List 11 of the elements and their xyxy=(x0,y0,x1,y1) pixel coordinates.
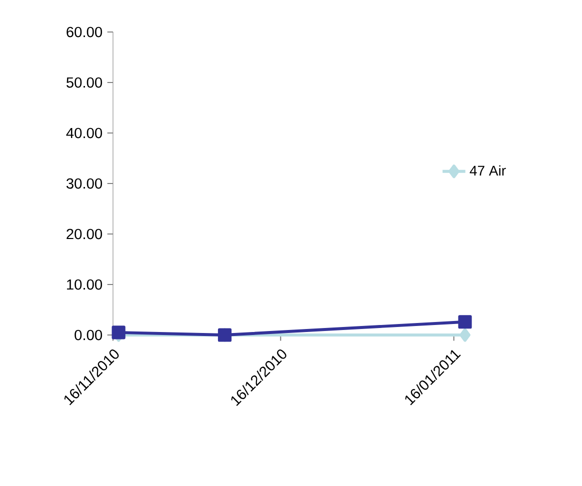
y-tick-label: 20.00 xyxy=(66,228,102,240)
y-tick-label: 60.00 xyxy=(66,26,102,38)
y-tick-label: 0.00 xyxy=(74,330,102,340)
y-tick-label: 50.00 xyxy=(66,77,102,88)
y-tick-label: 10.00 xyxy=(67,279,102,290)
legend-label: 47 Air xyxy=(470,165,506,176)
y-tick-label: 40.00 xyxy=(66,128,102,138)
y-tick-label: 30.00 xyxy=(66,178,102,189)
point xyxy=(458,315,472,329)
point xyxy=(112,326,126,340)
point xyxy=(460,328,470,342)
